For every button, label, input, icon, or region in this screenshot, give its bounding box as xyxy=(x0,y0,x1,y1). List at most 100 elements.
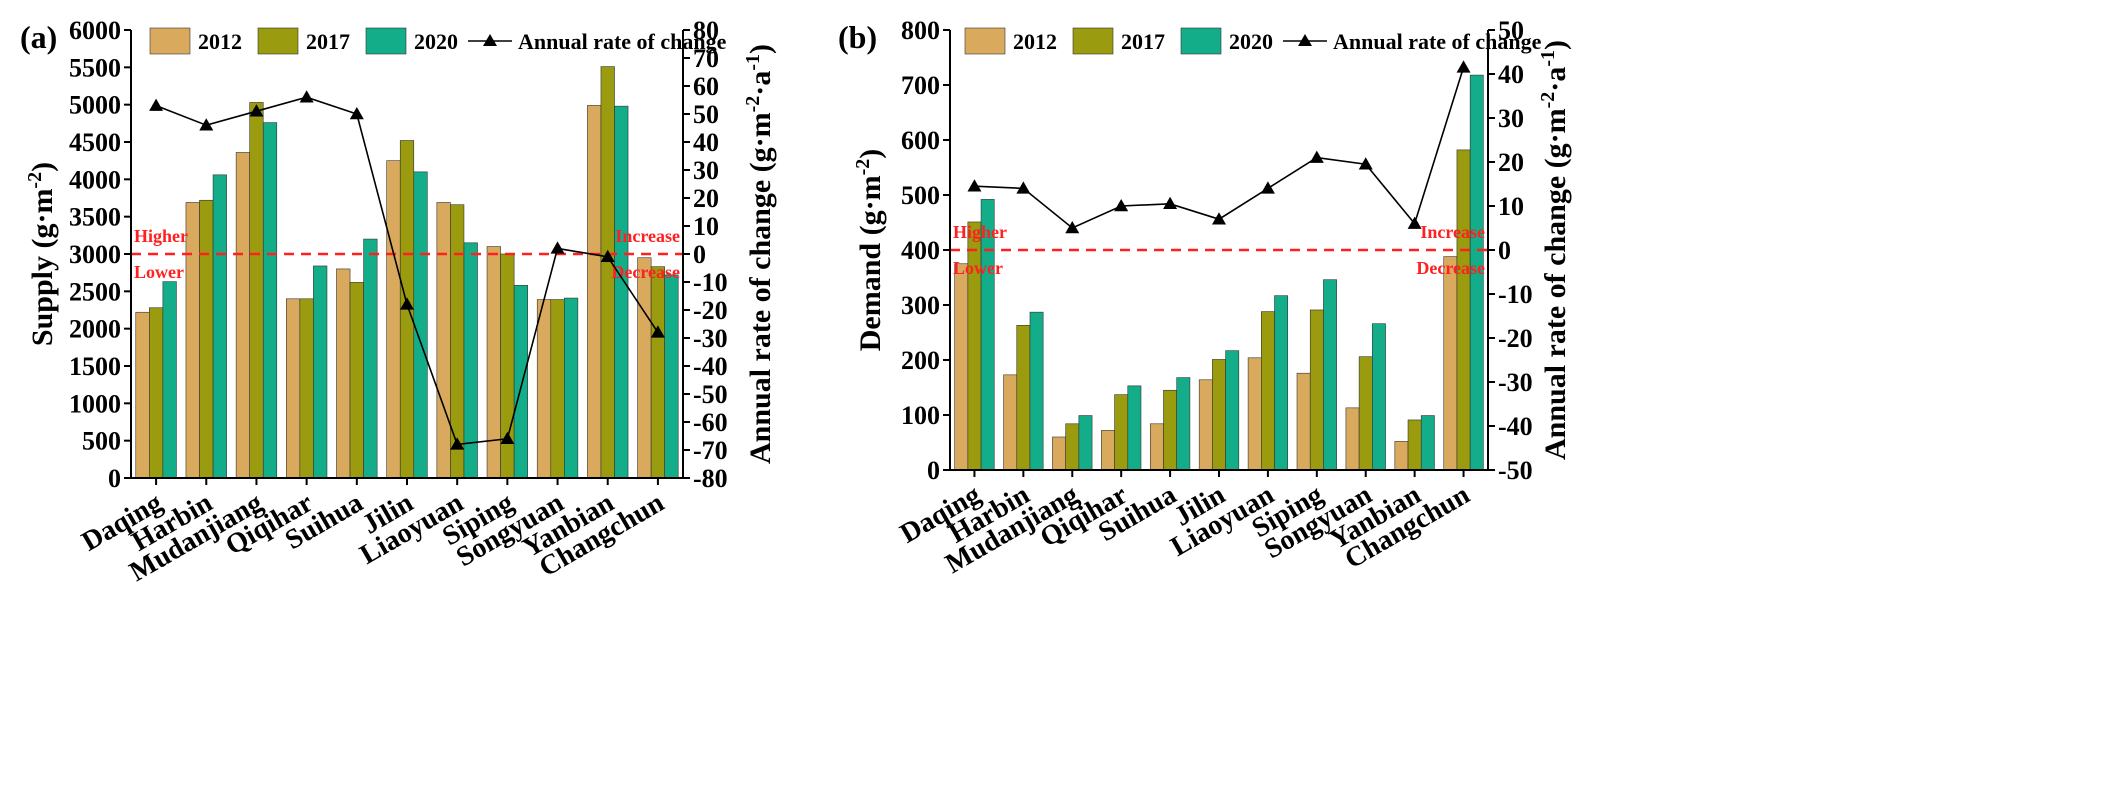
rate-marker-harbin xyxy=(1016,181,1031,194)
y2-axis-title-mid: ·a xyxy=(744,71,777,96)
y-tick-label: 4000 xyxy=(69,165,121,194)
bar-2020-mudanjiang xyxy=(1078,415,1093,471)
bar-2012-harbin xyxy=(1003,374,1018,471)
bar-2017-harbin xyxy=(1016,325,1031,471)
legend-label-rate: Annual rate of change xyxy=(1333,29,1542,54)
bar-2012-daqing xyxy=(135,311,150,479)
rate-marker-jilin xyxy=(1212,212,1226,225)
bar-2017-harbin xyxy=(199,199,214,479)
bar-2012-qiqihar xyxy=(286,298,301,479)
threshold-label-increase: Increase xyxy=(1420,222,1485,242)
bar-2017-qiqihar xyxy=(299,298,314,479)
threshold-label-higher: Higher xyxy=(134,226,188,246)
y2-tick-label: -30 xyxy=(693,324,728,353)
legend-label-rate: Annual rate of change xyxy=(518,29,727,54)
y-axis-title-close: ) xyxy=(26,162,59,172)
bar-2012-mudanjiang xyxy=(235,152,250,479)
y2-tick-label: -40 xyxy=(693,352,728,381)
y2-axis-title: Annual rate of change (g·m-2·a-1) xyxy=(742,44,777,464)
legend-label-2012: 2012 xyxy=(198,29,242,54)
y-axis-title: Supply (g·m-2) xyxy=(24,162,59,346)
bar-2012-liaoyuan xyxy=(436,202,451,479)
rate-line xyxy=(974,67,1465,229)
rate-marker-qiqihar xyxy=(299,90,314,103)
rate-marker-siping xyxy=(1309,150,1324,163)
y-tick-label: 500 xyxy=(901,181,940,210)
y-axis-title: Demand (g·m-2) xyxy=(852,149,887,352)
legend-rate-marker xyxy=(1298,34,1312,46)
y2-axis-title: Annual rate of change (g·m-2·a-1) xyxy=(1537,40,1572,460)
panel-label: (a) xyxy=(20,19,57,55)
y2-tick-label: -60 xyxy=(693,408,728,437)
y-axis-title-close: ) xyxy=(854,149,887,159)
bar-2012-qiqihar xyxy=(1101,430,1115,471)
y-axis-title-exponent: -2 xyxy=(852,159,874,176)
y2-tick-label: 60 xyxy=(693,72,719,101)
threshold-label-decrease: Decrease xyxy=(1416,258,1485,278)
y2-tick-label: -80 xyxy=(693,464,728,493)
y2-tick-label: 10 xyxy=(1498,192,1524,221)
bar-2020-daqing xyxy=(162,281,177,479)
y-tick-label: 1500 xyxy=(69,352,121,381)
y-axis-title-main: Demand (g·m xyxy=(854,175,887,351)
y-tick-label: 700 xyxy=(901,71,940,100)
rate-marker-daqing xyxy=(967,179,982,192)
legend-rate-marker xyxy=(483,34,497,46)
rate-marker-changchun xyxy=(650,325,665,338)
y-tick-label: 3000 xyxy=(69,240,121,269)
rate-marker-daqing xyxy=(149,98,164,111)
bar-2020-mudanjiang xyxy=(262,122,278,479)
bar-2017-siping xyxy=(500,253,515,479)
bar-2020-harbin xyxy=(212,174,227,479)
y-tick-label: 200 xyxy=(901,346,940,375)
y-tick-label: 0 xyxy=(108,464,121,493)
bar-2012-songyuan xyxy=(1345,407,1360,471)
rate-marker-songyuan xyxy=(1358,157,1373,170)
bar-2017-daqing xyxy=(149,307,164,479)
rate-marker-yanbian xyxy=(1407,216,1422,229)
y-tick-label: 600 xyxy=(901,126,940,155)
bar-2020-songyuan xyxy=(564,297,579,479)
bar-2020-suihua xyxy=(1176,377,1191,471)
y2-tick-label: 20 xyxy=(1498,148,1524,177)
bar-2012-yanbian xyxy=(587,105,602,479)
legend-swatch-2020 xyxy=(365,27,407,55)
bar-2012-changchun xyxy=(637,257,652,479)
bar-2020-siping xyxy=(513,285,528,479)
y2-tick-label: -50 xyxy=(693,380,728,409)
bar-2020-yanbian xyxy=(614,105,629,479)
rate-marker-changchun xyxy=(1456,60,1471,73)
y-tick-label: 3500 xyxy=(69,203,121,232)
y2-tick-label: -10 xyxy=(693,268,728,297)
y2-tick-label: 50 xyxy=(1498,16,1524,45)
bar-2012-suihua xyxy=(1149,423,1164,471)
y2-tick-label: 50 xyxy=(693,100,719,129)
threshold-label-lower: Lower xyxy=(134,262,184,282)
bar-2017-songyuan xyxy=(1358,356,1373,471)
chart-panel-b: (b)HigherLowerIncreaseDecrease0100200300… xyxy=(838,16,1572,580)
legend-swatch-2012 xyxy=(964,27,1006,55)
bar-2017-jilin xyxy=(1212,359,1226,471)
y2-axis-title-exponent-2: -1 xyxy=(742,54,764,71)
y-tick-label: 5000 xyxy=(69,91,121,120)
chart-panel-a: (a)HigherLowerIncreaseDecrease0500100015… xyxy=(20,16,777,588)
bar-2012-mudanjiang xyxy=(1052,436,1066,471)
rate-marker-suihua xyxy=(1163,196,1178,210)
legend-swatch-2020 xyxy=(1180,27,1222,55)
y2-tick-label: 30 xyxy=(1498,104,1524,133)
legend: 2012 2017 2020 Annual rate of change xyxy=(964,27,1542,55)
bar-2017-songyuan xyxy=(550,299,565,479)
y2-tick-label: -10 xyxy=(1498,280,1533,309)
rate-marker-liaoyuan xyxy=(1260,181,1275,194)
y-tick-label: 300 xyxy=(901,291,940,320)
y2-tick-label: -20 xyxy=(1498,324,1533,353)
legend-swatch-2017 xyxy=(257,27,299,55)
rate-marker-harbin xyxy=(199,118,214,131)
bar-2020-suihua xyxy=(363,238,378,479)
y2-tick-label: 0 xyxy=(1498,236,1511,265)
y-tick-label: 2500 xyxy=(69,277,121,306)
legend: 2012 2017 2020 Annual rate of change xyxy=(149,27,727,55)
y2-tick-label: 10 xyxy=(693,212,719,241)
bar-2017-suihua xyxy=(1163,389,1177,471)
